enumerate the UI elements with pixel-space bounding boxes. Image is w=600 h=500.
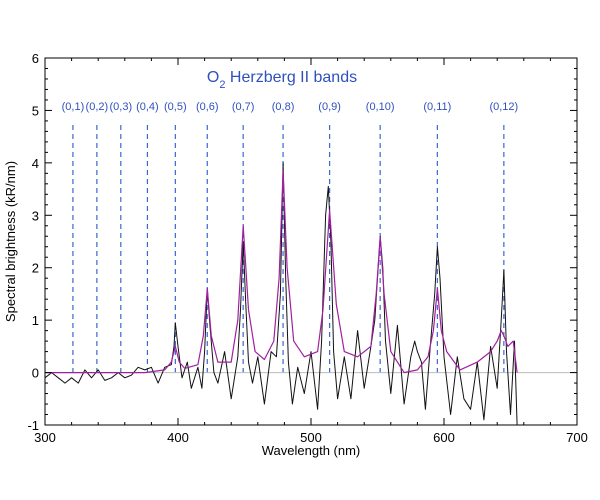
chart-title-main: O	[207, 69, 219, 86]
y-tick-label-7: 6	[32, 51, 39, 66]
x-axis-label: Wavelength (nm)	[262, 443, 361, 458]
band-label-0: (0,1)	[62, 101, 85, 113]
y-axis: -1 0 1 2 3 4 5 6	[27, 51, 577, 433]
band-label-1: (0,2)	[86, 101, 109, 113]
x-axis: 300 400 500 600 700	[34, 58, 588, 445]
x-tick-label-4: 700	[566, 430, 588, 445]
chart-title-subscript: 2	[219, 79, 225, 91]
band-label-3: (0,4)	[136, 101, 159, 113]
x-tick-label-2: 500	[300, 430, 322, 445]
x-tick-label-3: 600	[433, 430, 455, 445]
band-label-9: (0,10)	[366, 101, 395, 113]
x-tick-label-1: 400	[167, 430, 189, 445]
band-label-5: (0,6)	[196, 101, 219, 113]
y-tick-label-0: -1	[27, 418, 39, 433]
model-spectrum-line	[45, 170, 518, 374]
band-label-10: (0,11)	[423, 101, 451, 113]
band-label-8: (0,9)	[318, 101, 341, 113]
plot-frame	[44, 57, 578, 426]
chart-title: O2 Herzberg II bands	[207, 69, 357, 91]
y-axis-label: Spectral brightness (kR/nm)	[3, 161, 18, 322]
series-lines	[44, 162, 518, 426]
band-markers: (0,1) (0,2) (0,3) (0,4) (0,5) (0,6) (0,7) (0,8)…	[62, 101, 518, 373]
x-tick-label-0: 300	[34, 430, 56, 445]
y-tick-label-1: 0	[32, 366, 39, 381]
y-tick-label-2: 1	[32, 313, 39, 328]
y-tick-label-3: 2	[32, 261, 39, 276]
y-tick-label-5: 4	[32, 156, 39, 171]
y-tick-label-4: 3	[32, 208, 39, 223]
band-label-11: (0,12)	[489, 101, 518, 113]
band-label-7: (0,8)	[272, 101, 295, 113]
band-label-6: (0,7)	[232, 101, 255, 113]
y-tick-label-6: 5	[32, 103, 39, 118]
band-label-2: (0,3)	[109, 101, 132, 113]
chart-title-rest: Herzberg II bands	[225, 69, 357, 86]
band-label-4: (0,5)	[164, 101, 187, 113]
observed-spectrum-line	[44, 162, 518, 426]
